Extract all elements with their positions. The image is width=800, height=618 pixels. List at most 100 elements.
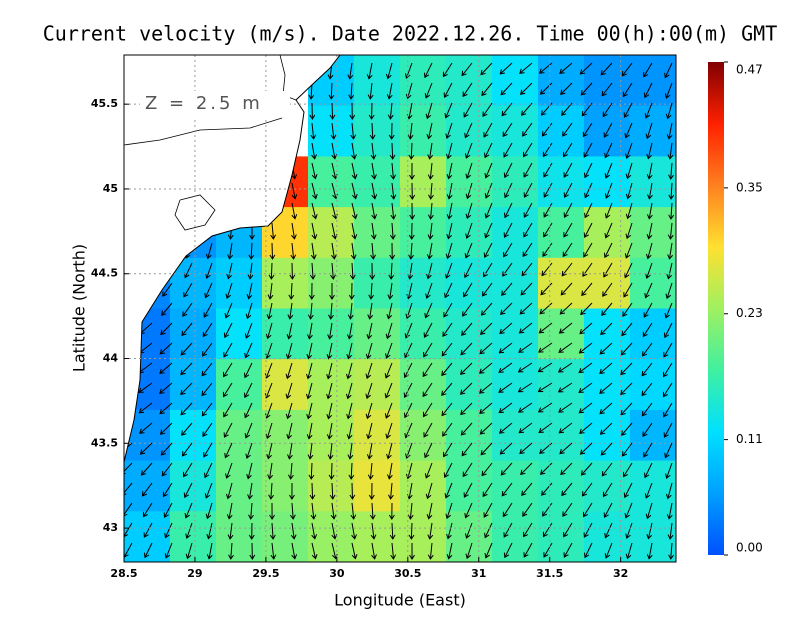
arrow: [620, 342, 633, 356]
arrow: [426, 122, 433, 140]
arrow: [246, 462, 253, 480]
arrow: [537, 382, 553, 393]
arrow: [464, 142, 473, 159]
cell: [630, 511, 676, 562]
arrow: [603, 502, 613, 518]
arrow: [665, 482, 673, 500]
arrow: [441, 402, 453, 417]
arrow: [424, 442, 433, 459]
arrow: [288, 282, 295, 300]
arrow: [180, 342, 193, 356]
arrow: [465, 222, 473, 240]
arrow: [519, 82, 533, 95]
arrow: [330, 122, 337, 140]
arrow: [183, 482, 193, 499]
arrow: [583, 542, 593, 559]
arrow: [384, 382, 393, 399]
arrow: [160, 322, 173, 336]
arrow: [465, 542, 473, 560]
arrow: [426, 242, 433, 260]
arrow: [523, 522, 533, 538]
arrow: [386, 302, 393, 320]
arrow: [164, 542, 173, 559]
arrow: [446, 142, 453, 160]
arrow: [663, 402, 673, 418]
arrow: [462, 82, 473, 98]
cell: [124, 511, 171, 562]
arrow: [500, 462, 513, 476]
arrow: [351, 182, 358, 200]
cell: [262, 359, 309, 411]
arrow: [330, 262, 336, 280]
arrow: [465, 522, 473, 539]
arrow: [310, 122, 317, 140]
arrow: [265, 422, 273, 440]
arrow: [203, 442, 213, 458]
arrow: [543, 222, 553, 238]
arrow: [203, 462, 213, 479]
arrow: [578, 342, 593, 354]
arrow: [459, 362, 473, 375]
cell: [400, 257, 447, 309]
arrow: [422, 382, 433, 398]
arrow: [443, 462, 453, 479]
cell: [538, 359, 585, 411]
arrow: [409, 542, 415, 560]
arrow: [517, 382, 533, 393]
arrow: [538, 62, 553, 74]
arrow: [409, 162, 415, 180]
arrow: [306, 422, 313, 440]
arrow: [268, 262, 275, 280]
arrow: [309, 102, 316, 120]
arrow: [518, 342, 533, 353]
arrow: [366, 62, 373, 80]
arrow: [201, 362, 213, 377]
arrow: [446, 162, 453, 180]
arrow: [289, 262, 296, 280]
arrow: [326, 362, 333, 380]
arrow: [484, 162, 493, 179]
arrow: [563, 142, 573, 158]
arrow: [327, 442, 334, 460]
arrow: [307, 302, 314, 320]
arrow: [441, 362, 453, 377]
arrow: [645, 502, 653, 520]
arrow: [423, 342, 433, 358]
arrow: [124, 462, 133, 475]
arrow: [369, 502, 376, 520]
arrow: [223, 322, 233, 339]
cell: [354, 359, 401, 411]
arrow: [345, 362, 353, 380]
arrow: [562, 122, 573, 137]
arrow: [181, 422, 193, 436]
y-tick-label: 43: [103, 521, 118, 534]
arrow: [404, 322, 413, 339]
arrow: [407, 122, 414, 140]
cell: [446, 460, 493, 512]
arrow: [645, 242, 653, 260]
arrow: [426, 262, 433, 280]
x-tick-label: 29: [187, 567, 202, 580]
arrow: [365, 402, 373, 420]
arrow: [463, 102, 473, 118]
arrow: [624, 502, 633, 519]
arrow: [464, 502, 473, 519]
arrow: [140, 462, 153, 476]
arrow: [180, 402, 193, 416]
arrow: [202, 422, 213, 437]
arrow: [348, 282, 355, 300]
arrow: [603, 122, 613, 138]
arrow: [291, 542, 298, 560]
x-tick-label: 31.5: [536, 567, 563, 580]
arrow: [351, 142, 357, 160]
arrow: [581, 102, 593, 117]
arrow: [599, 422, 613, 435]
arrow: [331, 522, 338, 540]
arrow: [664, 302, 673, 319]
arrow: [667, 222, 674, 240]
cell: [492, 511, 539, 562]
arrow: [407, 262, 414, 280]
arrow: [328, 462, 335, 480]
cell: [584, 55, 631, 107]
arrow: [184, 502, 193, 519]
